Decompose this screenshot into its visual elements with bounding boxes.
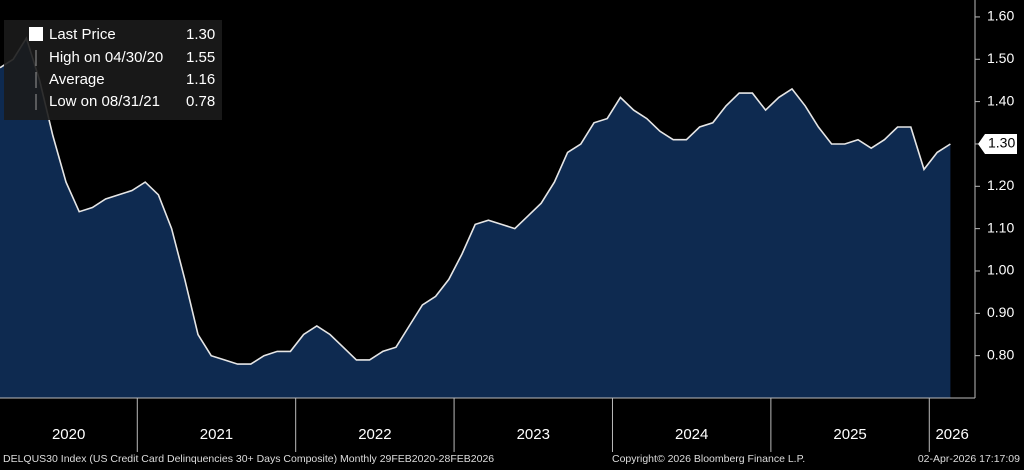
x-tick-label: 2024 (675, 426, 708, 443)
x-tick-label: 2026 (935, 426, 968, 443)
footer-description: DELQUS30 Index (US Credit Card Delinquen… (3, 453, 494, 465)
y-tick-label: 1.60 (987, 8, 1014, 24)
footer-timestamp: 02-Apr-2026 17:17:09 (918, 453, 1020, 465)
price-line (0, 36, 951, 365)
legend-label: Average (49, 71, 105, 88)
legend-value: 1.55 (186, 49, 215, 66)
y-tick-label: 0.80 (987, 346, 1014, 362)
legend: Last Price 1.30 High on 04/30/20 1.55 Aver… (4, 20, 222, 120)
legend-value: 0.78 (186, 93, 215, 110)
last-value-label: 1.30 (988, 135, 1015, 151)
legend-label: Last Price (49, 26, 116, 43)
y-tick-label: 1.40 (987, 92, 1014, 108)
x-tick-label: 2023 (517, 426, 550, 443)
plot-area (0, 36, 951, 398)
legend-value: 1.30 (186, 26, 215, 43)
x-tick-label: 2021 (200, 426, 233, 443)
y-tick-label: 1.20 (987, 177, 1014, 193)
x-tick-label: 2022 (358, 426, 391, 443)
y-tick-label: 1.50 (987, 50, 1014, 66)
legend-value: 1.16 (186, 71, 215, 88)
legend-label: Low on 08/31/21 (49, 93, 160, 110)
area-fill (0, 38, 951, 398)
last-value-tag (978, 133, 1017, 154)
y-tick-label: 1.10 (987, 219, 1014, 235)
legend-label: High on 04/30/20 (49, 49, 163, 66)
y-tick-label: 1.00 (987, 262, 1014, 278)
x-tick-label: 2025 (833, 426, 866, 443)
y-tick-label: 0.90 (987, 304, 1014, 320)
legend-swatch (29, 27, 43, 41)
x-tick-label: 2020 (52, 426, 85, 443)
footer-copyright: Copyright© 2026 Bloomberg Finance L.P. (612, 453, 805, 465)
